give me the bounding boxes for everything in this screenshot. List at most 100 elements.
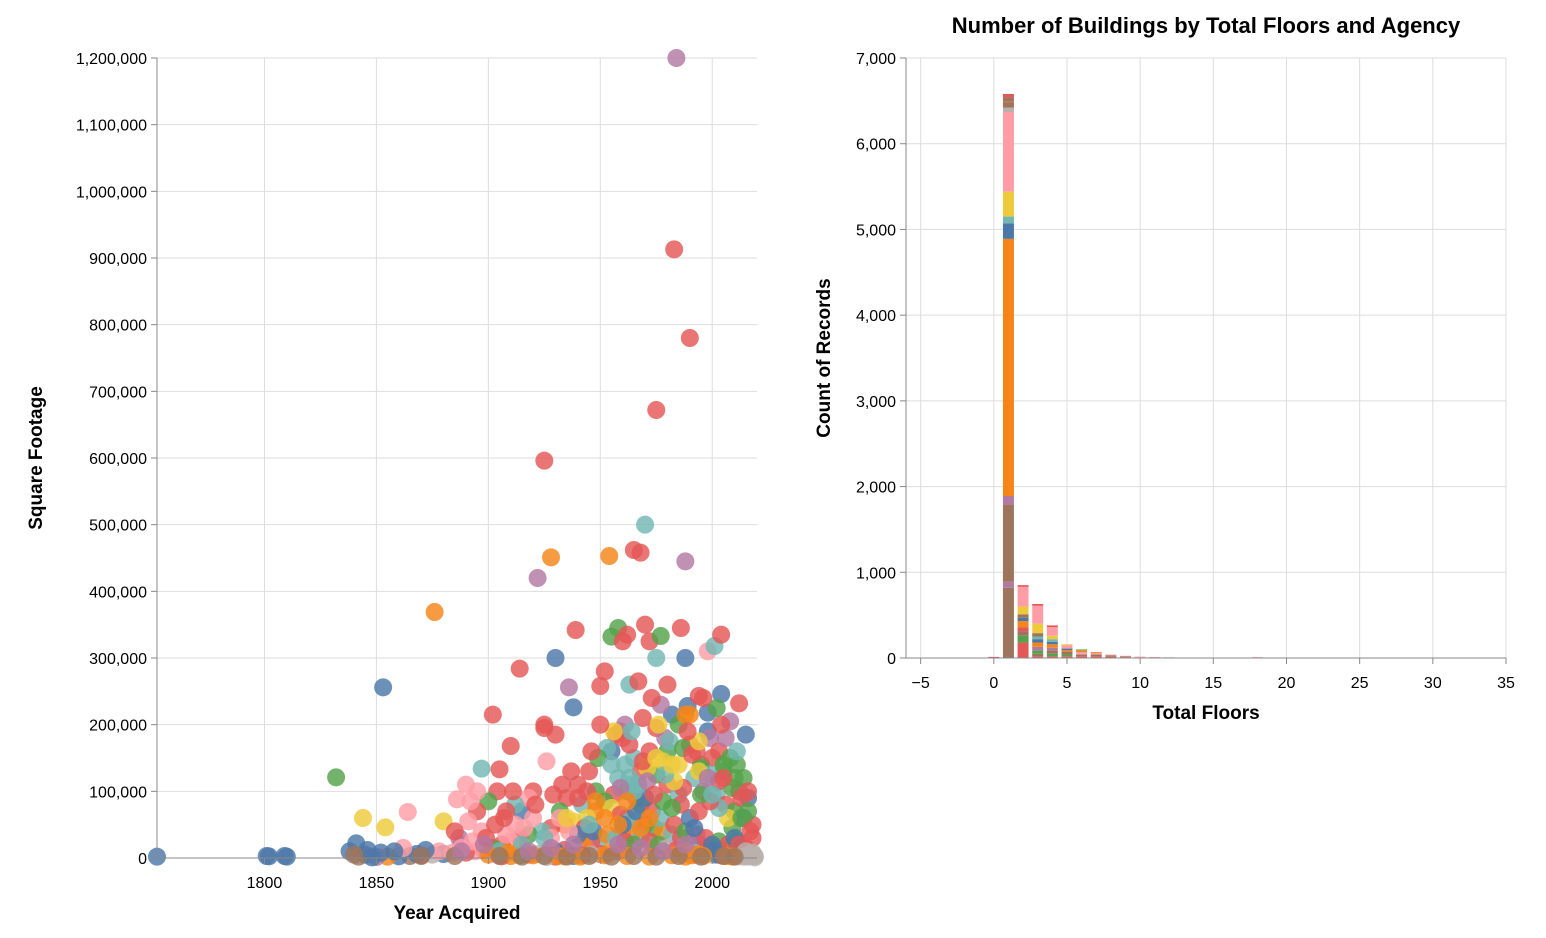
scatter-point — [649, 715, 668, 734]
bar-segment — [1061, 650, 1073, 652]
bar-segment — [1134, 656, 1146, 658]
scatter-point — [259, 847, 278, 866]
bar-x-tick-label: 5 — [1063, 675, 1072, 692]
bar-segment — [1002, 191, 1014, 217]
scatter-point — [712, 715, 731, 734]
bar-segment — [1002, 587, 1014, 658]
bar-segment — [1032, 605, 1044, 624]
scatter-y-tick-label: 1,200,000 — [76, 51, 147, 68]
bar-x-tick-label: 30 — [1424, 675, 1442, 692]
scatter-point — [519, 842, 538, 861]
bar-y-tick-label: 5,000 — [856, 222, 896, 239]
bar-segment — [1002, 107, 1014, 112]
scatter-point — [707, 699, 726, 717]
scatter-point — [741, 822, 760, 841]
scatter-point — [544, 785, 563, 804]
scatter-point — [615, 755, 634, 774]
scatter-point — [580, 847, 599, 865]
bar-segment — [1076, 649, 1088, 651]
bar-segment — [1090, 656, 1102, 658]
scatter-point — [595, 662, 614, 681]
scatter-point — [629, 672, 648, 691]
bar-segment — [1017, 621, 1029, 628]
scatter-y-tick-label: 0 — [138, 851, 147, 868]
bar-y-tick-label: 0 — [887, 651, 896, 668]
scatter-point — [642, 689, 661, 707]
bar-segment — [1076, 656, 1088, 658]
scatter-point — [676, 835, 695, 854]
bar-segment — [1002, 223, 1014, 239]
scatter-point — [277, 847, 296, 866]
scatter-point — [557, 809, 576, 827]
bar-segment — [1046, 644, 1058, 648]
scatter-y-axis-title: Square Footage — [26, 386, 47, 530]
bar-grid — [906, 57, 1507, 659]
scatter-point — [631, 819, 650, 837]
bar-segment — [1090, 654, 1102, 657]
scatter-point — [445, 822, 464, 841]
bar-axes: 0 1,000 2,000 3,000 4,000 5,000 6,000 7,000 −5 0 5… — [856, 51, 1515, 692]
scatter-point — [685, 819, 704, 837]
bar-segment — [1061, 648, 1073, 651]
bar-segment — [1076, 650, 1088, 652]
scatter-point — [703, 785, 722, 804]
bar-segment — [1002, 496, 1014, 505]
scatter-point — [566, 621, 585, 639]
scatter-point — [633, 709, 652, 727]
bar-segment — [1046, 647, 1058, 651]
bar-segment — [1032, 650, 1044, 654]
scatter-point — [638, 772, 657, 791]
scatter-point — [609, 815, 628, 834]
bar-segment — [1032, 633, 1044, 637]
scatter-point — [636, 615, 655, 634]
scatter-point — [712, 685, 731, 703]
scatter-point — [472, 759, 491, 778]
bar-segment — [1046, 625, 1058, 628]
scatter-y-tick-label: 100,000 — [89, 784, 147, 801]
scatter-point — [647, 649, 666, 667]
scatter-point — [580, 762, 599, 781]
bar-x-tick-label: 20 — [1278, 675, 1296, 692]
bar-segment — [1017, 635, 1029, 643]
scatter-point — [647, 749, 666, 767]
scatter-point — [526, 795, 545, 814]
scatter-point — [662, 755, 681, 774]
scatter-point — [622, 722, 641, 741]
scatter-y-tick-label: 300,000 — [89, 651, 147, 668]
scatter-point — [535, 451, 554, 470]
scatter-point — [631, 543, 650, 562]
scatter-point — [459, 812, 478, 831]
scatter-point — [374, 678, 393, 697]
scatter-point — [631, 839, 650, 857]
scatter-point — [559, 678, 578, 697]
bar-segment — [1002, 504, 1014, 582]
scatter-x-axis-title: Year Acquired — [393, 903, 520, 924]
scatter-point — [483, 705, 502, 724]
scatter-point — [633, 752, 652, 771]
scatter-point — [732, 809, 751, 827]
bar-segment — [1017, 652, 1029, 658]
bar-segment — [1017, 642, 1029, 652]
bar-y-tick-label: 6,000 — [856, 137, 896, 154]
bar-y-tick-label: 7,000 — [856, 51, 896, 68]
scatter-point — [528, 569, 547, 587]
scatter-point — [620, 735, 639, 754]
bar-chart: Number of Buildings by Total Floors and … — [814, 13, 1515, 724]
scatter-point — [689, 802, 708, 821]
scatter-point — [602, 755, 621, 774]
scatter-point — [564, 835, 583, 854]
scatter-point — [671, 619, 690, 637]
bar-segment — [1002, 101, 1014, 103]
scatter-point — [611, 779, 630, 797]
bar-segment — [1046, 656, 1058, 658]
scatter-point — [678, 722, 697, 741]
bar-segment — [1046, 635, 1058, 640]
bar-x-tick-label: 15 — [1204, 675, 1222, 692]
bar-segment — [1032, 636, 1044, 640]
scatter-point — [448, 790, 466, 809]
bar-segment — [1002, 97, 1014, 102]
bar-y-tick-label: 2,000 — [856, 480, 896, 497]
scatter-point — [501, 737, 520, 755]
bar-y-tick-label: 1,000 — [856, 565, 896, 582]
